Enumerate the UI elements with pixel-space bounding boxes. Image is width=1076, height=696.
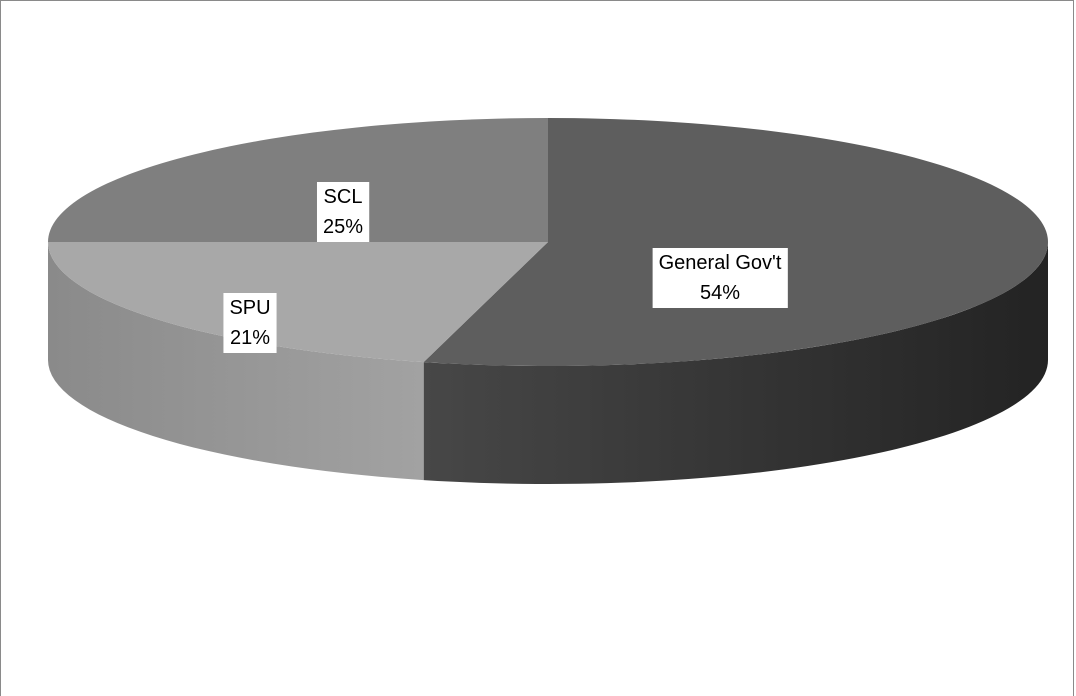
data-label-name-general-gov-t: General Gov't <box>659 252 782 274</box>
data-label-box-spu <box>223 293 277 353</box>
data-label-percent-scl: 25% <box>323 216 363 238</box>
pie-slice-scl <box>48 118 548 242</box>
data-label-percent-spu: 21% <box>230 327 270 349</box>
pie-side-spu <box>48 242 424 481</box>
data-label-general-gov-t: General Gov't 54% <box>652 248 788 308</box>
data-label-name-scl: SCL <box>324 186 363 208</box>
data-label-name-spu: SPU <box>229 297 270 319</box>
data-label-spu: SPU 21% <box>223 293 277 353</box>
data-label-scl: SCL 25% <box>316 182 370 242</box>
pie-tops <box>48 118 1049 367</box>
data-label-box-scl <box>316 182 370 242</box>
pie-labels: General Gov't 54% SPU 21% SCL 25% <box>223 182 788 353</box>
data-label-box-general-gov-t <box>652 248 788 308</box>
pie-side-general-gov-t <box>423 242 1049 484</box>
pie-slice-spu <box>48 242 548 363</box>
pie-sides <box>48 242 1049 484</box>
pie-slice-general-gov-t <box>423 118 1049 367</box>
data-label-percent-general-gov-t: 54% <box>700 282 740 304</box>
